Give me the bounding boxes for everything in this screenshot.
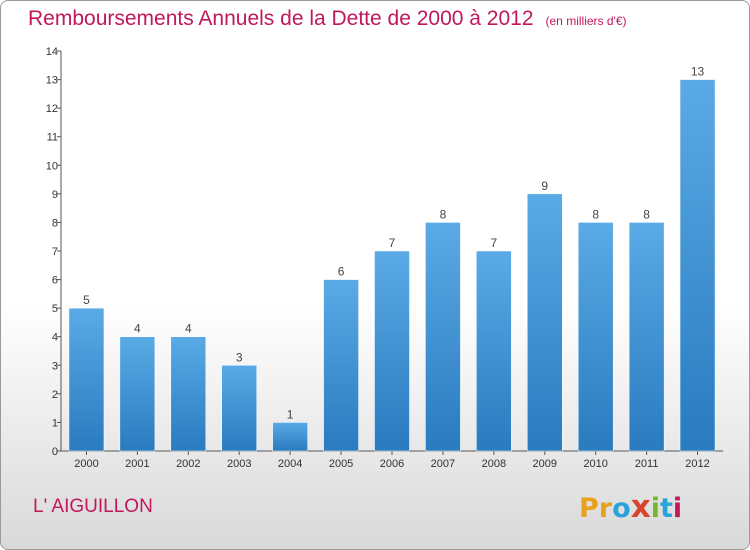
y-tick-label: 4: [52, 332, 58, 344]
x-tick-label-2003: 2003: [227, 458, 251, 470]
y-tick-label: 10: [46, 160, 58, 172]
x-tick-label-2006: 2006: [380, 458, 404, 470]
bars: [68, 79, 716, 452]
y-tick-label: 14: [46, 46, 58, 58]
bar-2008: [476, 250, 512, 452]
logo-letter: i: [672, 493, 683, 524]
data-label-2006: 7: [389, 236, 396, 250]
logo-letter: i: [650, 493, 660, 524]
bar-2009: [527, 193, 563, 452]
y-tick-label: 3: [52, 360, 58, 372]
commune-name: L' AIGUILLON: [33, 496, 153, 517]
x-tick-label-2007: 2007: [431, 458, 455, 470]
y-tick-label: 12: [46, 103, 58, 115]
y-tick-label: 9: [52, 189, 58, 201]
x-tick-label-2002: 2002: [176, 458, 200, 470]
y-tick-label: 13: [46, 75, 58, 87]
data-label-2004: 1: [287, 407, 294, 421]
logo-letter: P: [579, 493, 599, 524]
data-label-2003: 3: [236, 350, 243, 364]
x-tick-label-2004: 2004: [278, 458, 302, 470]
y-tick-label: 8: [52, 217, 58, 229]
data-label-2010: 8: [592, 207, 599, 221]
bar-2011: [628, 222, 665, 452]
x-tick-label-2010: 2010: [583, 458, 607, 470]
logo-letter: t: [659, 493, 673, 524]
data-label-2012: 13: [691, 65, 705, 79]
bar-2002: [170, 336, 207, 452]
y-tick-label: 5: [52, 303, 58, 315]
data-label-2011: 8: [643, 207, 650, 221]
chart-title-text: Remboursements Annuels de la Dette de 20…: [28, 7, 534, 30]
x-tick-label-2011: 2011: [635, 458, 659, 470]
y-tick-label: 0: [52, 446, 58, 458]
bar-2010: [577, 222, 614, 452]
x-tick-label-2012: 2012: [685, 458, 709, 470]
y-tick-label: 2: [52, 389, 58, 401]
bar-2003: [221, 365, 257, 452]
bar-2006: [374, 250, 410, 452]
bar-2000: [68, 307, 105, 452]
x-tick-label-2000: 2000: [74, 458, 98, 470]
logo-letter: x: [630, 489, 651, 525]
chart-unit: (en milliers d'€): [545, 14, 627, 28]
x-tick-label-2001: 2001: [125, 458, 149, 470]
data-label-2009: 9: [541, 179, 548, 193]
data-label-2007: 8: [440, 207, 447, 221]
y-tick-label: 1: [52, 417, 58, 429]
logo-letter: o: [612, 493, 631, 524]
x-tick-label-2008: 2008: [482, 458, 506, 470]
x-tick-label-2009: 2009: [533, 458, 557, 470]
bar-2007: [425, 222, 461, 452]
data-label-2002: 4: [185, 322, 192, 336]
bar-2001: [119, 336, 156, 452]
y-tick-label: 7: [52, 246, 58, 258]
data-label-2008: 7: [491, 236, 498, 250]
logo-letter: r: [598, 493, 613, 524]
y-tick-label: 11: [47, 132, 58, 144]
data-label-2001: 4: [134, 322, 141, 336]
bar-2012: [679, 79, 716, 452]
data-label-2000: 5: [83, 293, 90, 307]
x-tick-label-2005: 2005: [329, 458, 353, 470]
proxiti-logo: Proxiti: [579, 489, 682, 525]
y-tick-label: 6: [52, 275, 58, 287]
chart-title: Remboursements Annuels de la Dette de 20…: [28, 7, 627, 31]
bar-2005: [323, 279, 359, 452]
labels: 5 2000 4 2001 4 2002 3 2003 1 2004 6 2005 7 2006 8 2007…: [74, 65, 710, 470]
bar-2004: [272, 422, 308, 452]
data-label-2005: 6: [338, 265, 345, 279]
